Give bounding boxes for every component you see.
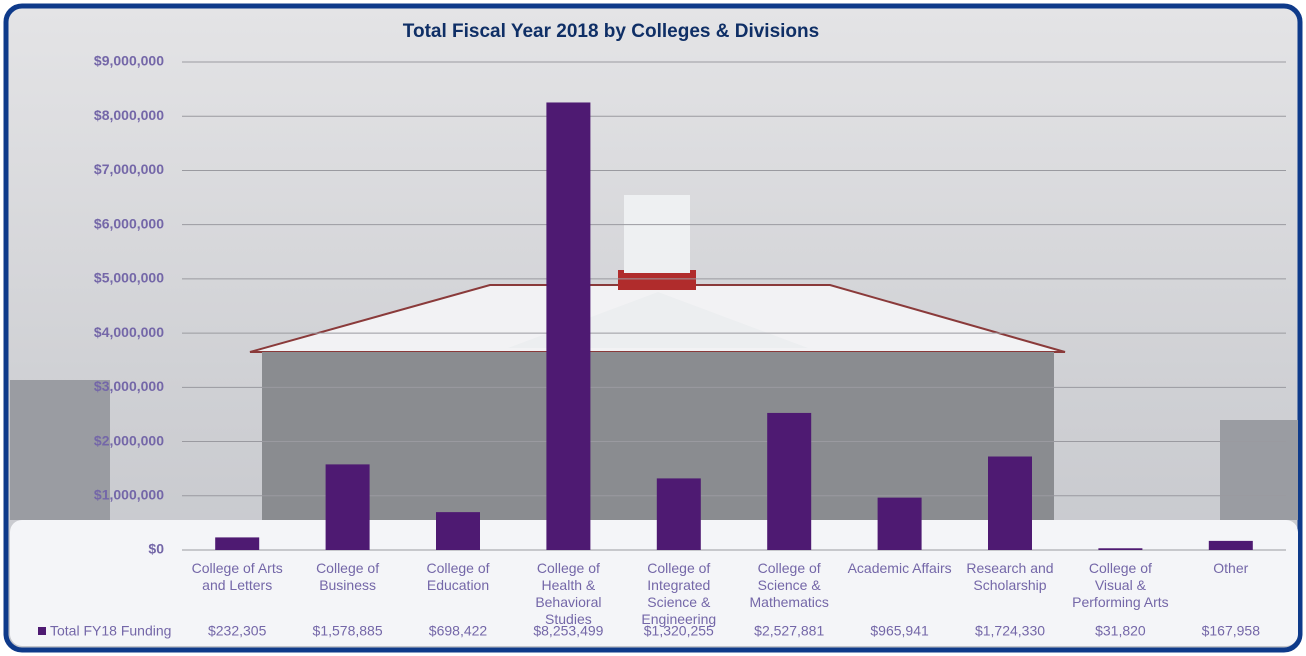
x-tick-label: College of Education <box>426 560 490 593</box>
y-tick-label: $7,000,000 <box>94 161 164 177</box>
data-table-value: $698,422 <box>429 623 488 639</box>
y-tick-label: $0 <box>148 541 164 557</box>
y-tick-label: $9,000,000 <box>94 53 164 69</box>
legend-swatch <box>38 627 46 635</box>
data-table-value: $2,527,881 <box>754 623 824 639</box>
data-table-value: $167,958 <box>1202 623 1261 639</box>
bar <box>877 497 922 550</box>
x-tick-label: College of Science & Mathematics <box>749 560 829 610</box>
y-tick-label: $5,000,000 <box>94 270 164 286</box>
x-tick-label: College of Visual & Performing Arts <box>1072 560 1169 610</box>
bar <box>988 456 1032 550</box>
data-table-value: $1,320,255 <box>644 623 714 639</box>
x-tick-label: College of Arts and Letters <box>191 560 283 593</box>
bar <box>215 537 260 550</box>
y-tick-label: $6,000,000 <box>94 215 164 231</box>
bar <box>1098 548 1143 550</box>
data-table-value: $965,941 <box>870 623 929 639</box>
y-tick-label: $4,000,000 <box>94 324 164 340</box>
bar <box>325 464 370 550</box>
bar <box>1208 540 1253 550</box>
y-tick-label: $2,000,000 <box>94 432 164 448</box>
chart-title: Total Fiscal Year 2018 by Colleges & Div… <box>403 21 819 42</box>
background-scene <box>10 195 1298 646</box>
data-table-value: $1,724,330 <box>975 623 1045 639</box>
x-tick-label: College of Health & Behavioral Studies <box>535 560 602 627</box>
y-tick-label: $3,000,000 <box>94 378 164 394</box>
data-table-value: $1,578,885 <box>313 623 383 639</box>
y-tick-label: $8,000,000 <box>94 107 164 123</box>
data-table-value: $232,305 <box>208 623 267 639</box>
bar <box>767 412 812 550</box>
x-tick-label: College of Integrated Science & Engineer… <box>641 560 717 627</box>
data-table-value: $31,820 <box>1095 623 1146 639</box>
bar <box>546 102 591 551</box>
x-tick-label: Other <box>1213 560 1249 576</box>
data-table-value: $8,253,499 <box>533 623 603 639</box>
bar <box>656 478 701 550</box>
legend-label: Total FY18 Funding <box>50 623 171 639</box>
x-tick-label: College of Business <box>316 560 380 593</box>
y-tick-label: $1,000,000 <box>94 486 164 502</box>
bar <box>436 512 480 550</box>
x-tick-label: Research and Scholarship <box>966 560 1054 593</box>
x-tick-label: Academic Affairs <box>847 560 952 576</box>
